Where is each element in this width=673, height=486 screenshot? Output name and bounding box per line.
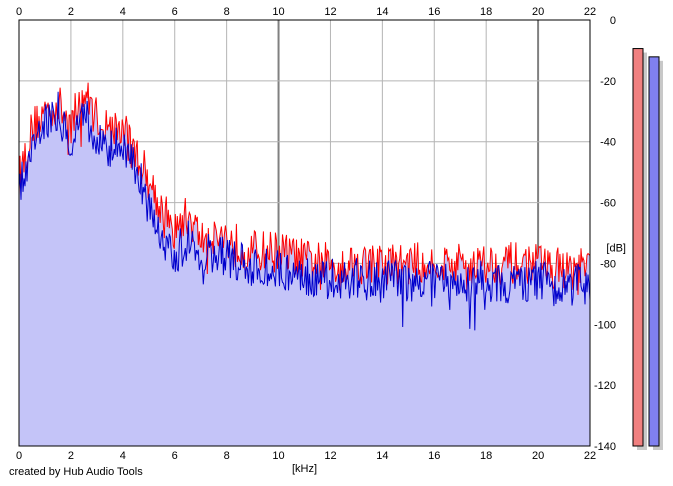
x-tick-label-top: 4 (120, 6, 126, 18)
x-tick-label-top: 0 (16, 6, 22, 18)
x-tick-label-bottom: 10 (272, 450, 284, 462)
y-tick-label: -80 (600, 258, 616, 270)
x-tick-label-top: 2 (68, 6, 74, 18)
x-tick-label-bottom: 18 (480, 450, 492, 462)
x-tick-label-bottom: 22 (584, 450, 596, 462)
y-tick-label: -20 (600, 76, 616, 88)
x-axis-top-ticks: 0 2 4 6 8 10 12 14 16 18 20 22 (16, 6, 596, 18)
plot-border (18, 19, 591, 447)
x-tick-label-bottom: 4 (120, 450, 126, 462)
x-tick-label-bottom: 6 (172, 450, 178, 462)
x-tick-label-bottom: 14 (376, 450, 388, 462)
credit-text: created by Hub Audio Tools (9, 466, 143, 478)
x-tick-label-top: 6 (172, 6, 178, 18)
y-tick-label: 0 (610, 15, 616, 27)
x-tick-label-top: 14 (376, 6, 388, 18)
x-tick-label-bottom: 12 (324, 450, 336, 462)
y-tick-label: -60 (600, 198, 616, 210)
x-axis-label: [kHz] (292, 463, 317, 475)
x-tick-label-top: 16 (428, 6, 440, 18)
x-tick-label-top: 8 (224, 6, 230, 18)
right-level-meter (648, 56, 660, 447)
series-left-line (18, 82, 591, 295)
series-right-line (18, 91, 591, 331)
x-tick-label-bottom: 16 (428, 450, 440, 462)
y-tick-label: -40 (600, 137, 616, 149)
x-tick-label-top: 20 (532, 6, 544, 18)
x-tick-label-bottom: 8 (224, 450, 230, 462)
spectrum-fill-area (19, 82, 590, 446)
y-axis-label: [dB] (606, 242, 626, 254)
y-tick-label: -140 (594, 441, 616, 453)
level-meters (632, 48, 663, 451)
x-tick-label-top: 12 (324, 6, 336, 18)
left-level-meter (632, 48, 644, 447)
y-axis-ticks: 0 -20 -40 -60 -80 -100 -120 -140 (594, 15, 616, 453)
x-tick-label-bottom: 2 (68, 450, 74, 462)
x-axis-bottom-ticks: 0 2 4 6 8 10 12 14 16 18 20 22 (16, 450, 596, 462)
x-tick-label-top: 22 (584, 6, 596, 18)
x-tick-label-bottom: 0 (16, 450, 22, 462)
y-tick-label: -120 (594, 380, 616, 392)
x-tick-label-top: 18 (480, 6, 492, 18)
y-tick-label: -100 (594, 319, 616, 331)
x-tick-label-top: 10 (272, 6, 284, 18)
x-tick-label-bottom: 20 (532, 450, 544, 462)
